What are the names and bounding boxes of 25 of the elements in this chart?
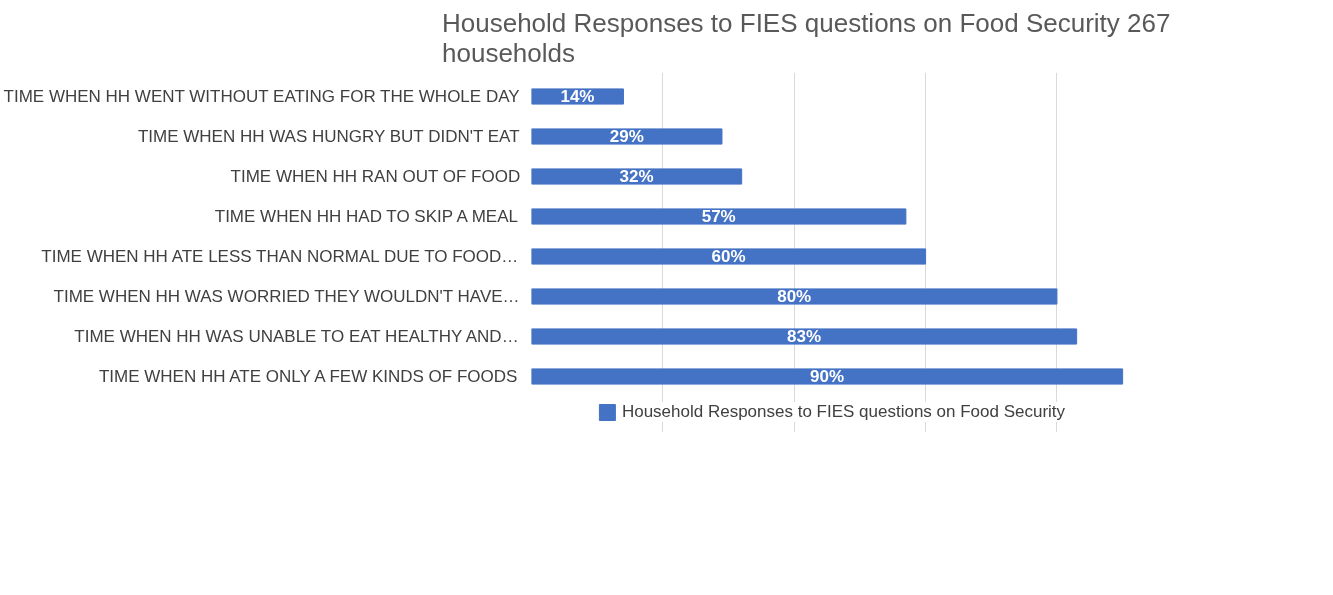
data-label: 32% bbox=[619, 167, 654, 186]
bar bbox=[531, 368, 1124, 385]
data-label: 90% bbox=[810, 367, 845, 386]
data-label: 57% bbox=[701, 207, 736, 226]
data-label: 83% bbox=[787, 327, 822, 346]
bar bbox=[531, 168, 743, 185]
chart-title: Household Responses to FIES questions on Food Security 267 households bbox=[442, 7, 1171, 68]
bar bbox=[531, 288, 1058, 305]
data-label: 29% bbox=[609, 127, 644, 146]
data-label: 14% bbox=[560, 87, 595, 106]
y-tick-label: TIME WHEN HH RAN OUT OF FOOD bbox=[230, 167, 521, 186]
bar bbox=[531, 328, 1078, 345]
bar bbox=[531, 248, 927, 265]
y-tick-label: TIME WHEN HH ATE LESS THAN NORMAL DUE TO FOOD… bbox=[41, 247, 519, 266]
y-tick-label: TIME WHEN HH WAS WORRIED THEY WOULDN'T HAVE… bbox=[53, 287, 520, 306]
y-tick-label: TIME WHEN HH WENT WITHOUT EATING FOR THE WHOLE DAY bbox=[3, 87, 520, 106]
bar bbox=[531, 128, 723, 145]
bar bbox=[531, 208, 907, 225]
y-tick-label: TIME WHEN HH ATE ONLY A FEW KINDS OF FOODS bbox=[98, 367, 518, 386]
data-label: 80% bbox=[777, 287, 812, 306]
y-tick-label: TIME WHEN HH HAD TO SKIP A MEAL bbox=[214, 207, 519, 226]
legend-label: Household Responses to FIES questions on Food Security bbox=[621, 402, 1066, 422]
y-tick-label: TIME WHEN HH WAS UNABLE TO EAT HEALTHY AND… bbox=[74, 327, 519, 346]
y-tick-label: TIME WHEN HH WAS HUNGRY BUT DIDN'T EAT bbox=[137, 127, 520, 146]
data-label: 60% bbox=[711, 247, 746, 266]
